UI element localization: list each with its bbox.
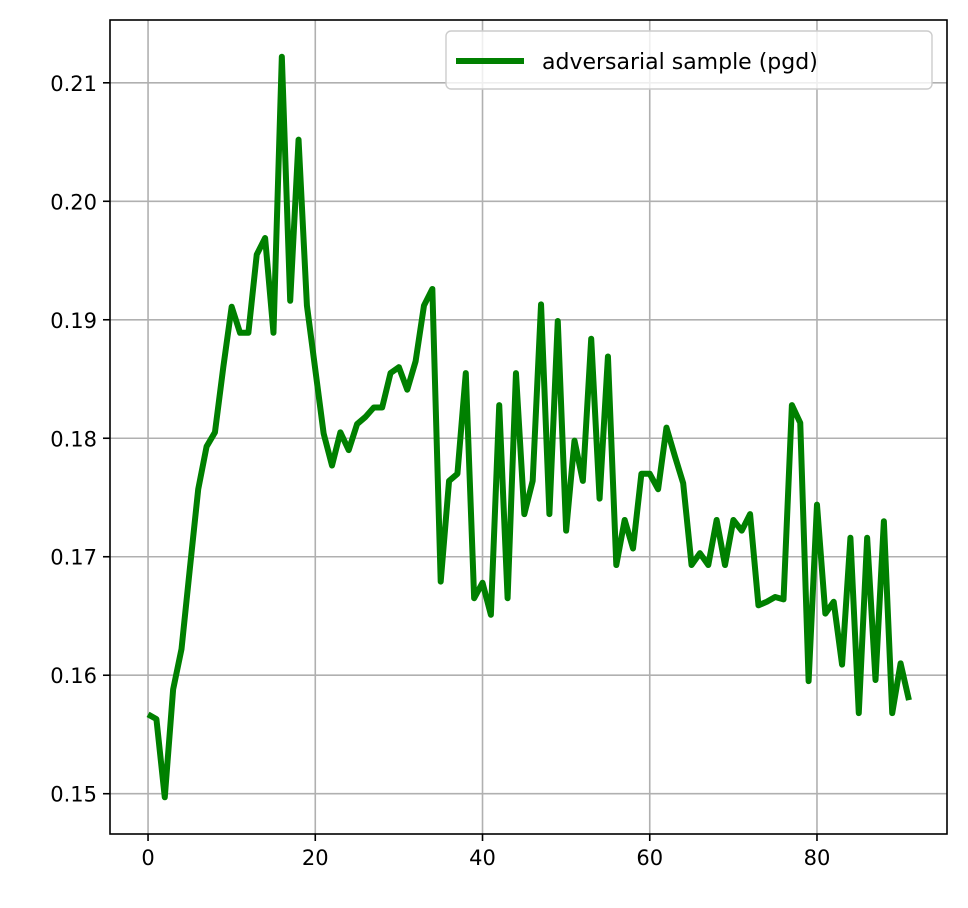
x-tick-label: 80 [804, 846, 831, 870]
y-tick-label: 0.21 [50, 72, 97, 96]
plot-frame [109, 19, 948, 835]
legend-box [445, 30, 933, 90]
y-tick-label: 0.16 [50, 664, 97, 688]
legend-label: adversarial sample (pgd) [542, 50, 818, 75]
y-tick-label: 0.20 [50, 190, 97, 214]
y-tick-label: 0.17 [50, 546, 97, 570]
series-layer [146, 53, 912, 801]
x-tick-label: 60 [636, 846, 663, 870]
y-tick-label: 0.15 [50, 783, 97, 807]
x-tick-label: 40 [469, 846, 496, 870]
y-tick-label: 0.19 [50, 309, 97, 333]
series-line [146, 53, 912, 801]
x-tick-label: 0 [141, 846, 154, 870]
grid [110, 20, 947, 834]
axis-ticks: 0 20 40 60 80 0.15 0.16 0.17 0.18 0.19 0.20 0.21 [50, 72, 830, 870]
legend: adversarial sample (pgd) [445, 30, 933, 90]
y-tick-label: 0.18 [50, 427, 97, 451]
x-tick-label: 20 [302, 846, 329, 870]
